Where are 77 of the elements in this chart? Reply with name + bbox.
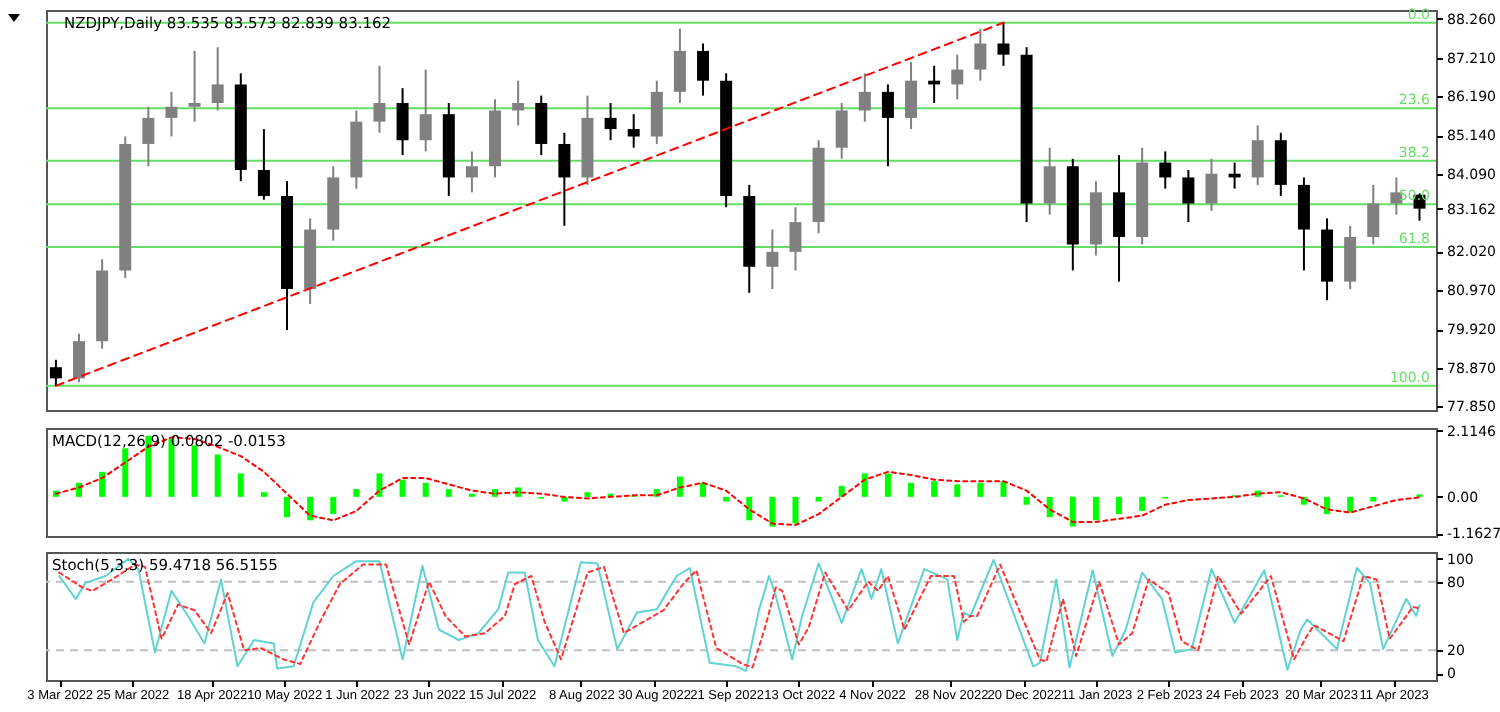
candlestick [673, 27, 686, 105]
bar [1139, 496, 1146, 511]
candlestick [858, 72, 871, 123]
bar [700, 482, 707, 497]
candlestick [789, 206, 802, 272]
bar [1046, 496, 1053, 518]
candlestick [1274, 131, 1287, 198]
bar [307, 496, 314, 521]
line-series [54, 436, 1421, 527]
candlestick [1390, 176, 1403, 216]
candlestick [1205, 157, 1218, 212]
bar [1324, 496, 1331, 515]
bar [214, 454, 221, 497]
bar [769, 496, 776, 527]
candlestick [1297, 176, 1310, 272]
bar [908, 482, 915, 497]
bar [1370, 496, 1377, 502]
bar [122, 448, 129, 497]
candlestick [396, 87, 409, 157]
candlestick [766, 228, 779, 291]
candlestick [1043, 146, 1056, 216]
bar [191, 445, 198, 497]
candlestick [1344, 224, 1357, 291]
candlestick [697, 42, 710, 97]
candlestick [188, 49, 201, 123]
bar [676, 476, 683, 497]
candlestick [604, 102, 617, 142]
candlestick [1367, 183, 1380, 246]
candlestick [650, 79, 663, 145]
bar [1023, 496, 1030, 505]
candlestick [881, 83, 894, 168]
candlestick [49, 358, 62, 387]
candlestick [974, 27, 987, 82]
candlestick [373, 64, 386, 134]
bar [977, 482, 984, 497]
candlestick [73, 332, 86, 384]
candlestick [535, 94, 548, 157]
candlestick [997, 21, 1010, 67]
candlestick [1251, 124, 1264, 186]
bar [815, 496, 822, 502]
bar [861, 473, 868, 497]
candlestick [558, 131, 571, 227]
bar [931, 481, 938, 497]
bar [1000, 481, 1007, 497]
bar [792, 496, 799, 524]
candlestick [835, 102, 848, 160]
candlestick [165, 90, 178, 138]
candlestick [905, 61, 918, 131]
candlestick [1113, 154, 1126, 283]
candlestick [419, 68, 432, 153]
bar [330, 496, 337, 515]
bar [422, 482, 429, 497]
bar [284, 496, 291, 518]
candlestick [1159, 150, 1172, 190]
candlestick [211, 46, 224, 112]
candlestick [142, 105, 155, 168]
candlestick [465, 150, 478, 194]
bar [746, 496, 753, 521]
bar [954, 484, 961, 497]
bar [723, 496, 730, 502]
bar [99, 471, 106, 497]
bar [884, 473, 891, 497]
candlestick [627, 113, 640, 149]
candlestick [512, 79, 525, 127]
bar [353, 489, 360, 497]
bar [445, 489, 452, 497]
bar [1116, 496, 1123, 515]
bar [399, 479, 406, 497]
bar [376, 473, 383, 497]
bar [168, 438, 175, 497]
candlestick [1182, 169, 1195, 224]
candlestick [257, 128, 270, 201]
bar [1347, 496, 1354, 513]
bar [1069, 496, 1076, 527]
candlestick [951, 53, 964, 101]
bar [237, 473, 244, 497]
bar [1092, 496, 1099, 521]
